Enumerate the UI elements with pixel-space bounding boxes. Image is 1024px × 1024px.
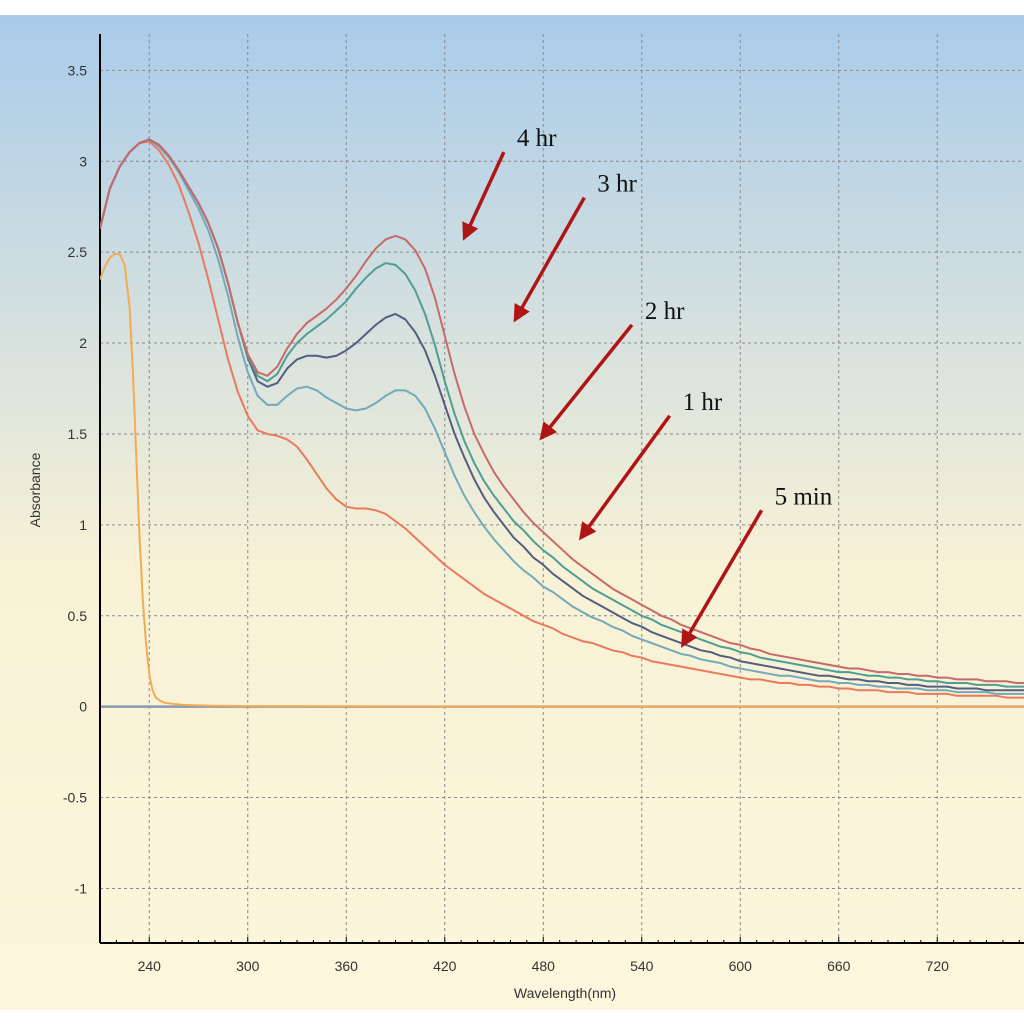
y-tick-label: 2.5 <box>68 244 88 260</box>
y-tick-label: 1 <box>79 517 87 533</box>
annotation-label: 1 hr <box>683 389 723 416</box>
y-axis-title: Absorbance <box>27 452 43 527</box>
y-tick-label: 3 <box>79 153 87 169</box>
y-tick-label: 0 <box>79 699 87 715</box>
series-line-5-min <box>100 140 1024 699</box>
x-axis-title: Wavelength(nm) <box>514 985 616 1001</box>
y-tick-label: 2 <box>79 335 87 351</box>
x-tick-label: 360 <box>335 958 359 974</box>
y-tick-label: -0.5 <box>63 790 87 806</box>
annotation-arrow <box>539 323 634 441</box>
x-tick-label: 480 <box>532 958 556 974</box>
x-tick-label: 600 <box>729 958 753 974</box>
annotation-arrow <box>513 196 586 323</box>
y-tick-label: 1.5 <box>68 426 88 442</box>
annotation-label: 3 hr <box>597 171 637 198</box>
x-tick-label: 420 <box>433 958 457 974</box>
annotation-label: 2 hr <box>645 298 685 325</box>
x-tick-label: 540 <box>630 958 654 974</box>
y-tick-label: -1 <box>75 880 88 896</box>
x-tick-label: 660 <box>827 958 851 974</box>
annotation-label: 5 min <box>775 483 833 510</box>
annotation-label: 4 hr <box>517 125 557 152</box>
series-line-2-hr <box>100 138 1024 692</box>
x-tick-label: 300 <box>236 958 260 974</box>
series-line-reference <box>100 252 1024 708</box>
series-line-4-hr <box>100 138 1024 685</box>
annotation-arrow <box>462 151 506 241</box>
y-tick-label: 0.5 <box>68 608 88 624</box>
annotation-arrow <box>681 509 764 648</box>
series-line-3-hr <box>100 138 1024 688</box>
plot-background <box>0 15 1024 1010</box>
series-line-1-hr <box>100 138 1024 695</box>
series-group <box>100 138 1024 708</box>
y-tick-label: 3.5 <box>68 62 88 78</box>
annotations: 4 hr 3 hr 2 hr 1 hr 5 min <box>462 125 833 648</box>
annotation-arrow <box>578 414 672 541</box>
x-tick-label: 720 <box>926 958 950 974</box>
x-tick-label: 240 <box>138 958 162 974</box>
